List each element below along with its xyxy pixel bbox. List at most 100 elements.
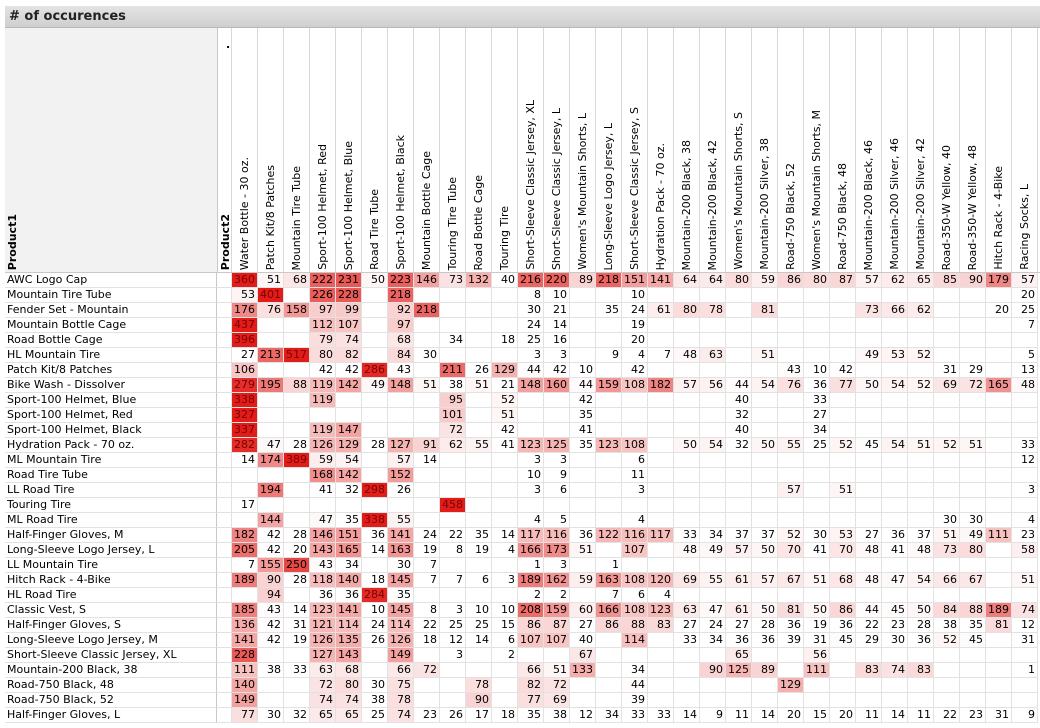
value-cell: [804, 498, 830, 513]
value-cell: [934, 333, 960, 348]
value-cell: 50: [752, 543, 778, 558]
value-cell: [700, 558, 726, 573]
value-cell: [362, 468, 388, 483]
value-cell: 35: [336, 513, 362, 528]
value-cell: 166: [518, 543, 544, 558]
value-cell: [778, 648, 804, 663]
value-cell: [492, 588, 518, 603]
row-label: Half-Finger Gloves, M: [5, 528, 217, 543]
value-cell: 79: [310, 333, 336, 348]
value-cell: 30: [388, 558, 414, 573]
value-cell: 3: [544, 558, 570, 573]
value-cell: 517: [284, 348, 310, 363]
value-cell: 35: [596, 303, 622, 318]
row-label: Mountain Tire Tube: [5, 288, 217, 303]
value-cell: 51: [752, 348, 778, 363]
value-cell: 141: [232, 633, 258, 648]
value-cell: [778, 693, 804, 708]
value-cell: 135: [336, 633, 362, 648]
value-cell: [778, 333, 804, 348]
value-cell: 23: [882, 618, 908, 633]
value-cell: 87: [544, 618, 570, 633]
value-cell: [804, 588, 830, 603]
value-cell: 149: [388, 648, 414, 663]
value-cell: 38: [544, 708, 570, 723]
value-cell: 62: [882, 273, 908, 288]
value-cell: [284, 423, 310, 438]
value-cell: 25: [440, 618, 466, 633]
value-cell: [1012, 393, 1038, 408]
value-cell: 179: [986, 273, 1012, 288]
value-cell: [986, 633, 1012, 648]
value-cell: [778, 558, 804, 573]
value-cell: [856, 333, 882, 348]
value-cell: 48: [1012, 378, 1038, 393]
value-cell: [284, 513, 310, 528]
value-cell: 107: [336, 318, 362, 333]
value-cell: [674, 513, 700, 528]
value-cell: 28: [908, 618, 934, 633]
value-cell: 22: [934, 708, 960, 723]
value-cell: [570, 588, 596, 603]
value-cell: [1012, 333, 1038, 348]
value-cell: 42: [830, 363, 856, 378]
value-cell: 63: [700, 348, 726, 363]
column-separator: [309, 28, 310, 272]
value-cell: [492, 468, 518, 483]
value-cell: 158: [284, 303, 310, 318]
value-cell: [492, 453, 518, 468]
value-cell: 17: [232, 498, 258, 513]
value-cell: [882, 468, 908, 483]
value-cell: [518, 393, 544, 408]
value-cell: 33: [804, 393, 830, 408]
value-cell: 18: [492, 333, 518, 348]
value-cell: 20: [986, 303, 1012, 318]
value-cell: [856, 483, 882, 498]
empty-cell: [217, 588, 232, 603]
value-cell: 163: [596, 573, 622, 588]
value-cell: 27: [674, 618, 700, 633]
value-cell: 4: [1012, 513, 1038, 528]
value-cell: 42: [258, 633, 284, 648]
value-cell: [648, 468, 674, 483]
value-cell: 61: [726, 573, 752, 588]
value-cell: 45: [830, 633, 856, 648]
value-cell: [934, 648, 960, 663]
value-cell: 40: [726, 393, 752, 408]
value-cell: [882, 318, 908, 333]
value-cell: [336, 408, 362, 423]
value-cell: 117: [648, 528, 674, 543]
value-cell: 7: [648, 348, 674, 363]
value-cell: [986, 693, 1012, 708]
value-cell: [726, 588, 752, 603]
value-cell: [414, 318, 440, 333]
value-cell: 54: [882, 378, 908, 393]
row-label: Sport-100 Helmet, Red: [5, 408, 217, 423]
value-cell: 84: [388, 348, 414, 363]
value-cell: 74: [336, 333, 362, 348]
value-cell: 43: [778, 363, 804, 378]
value-cell: 282: [232, 438, 258, 453]
column-header: Touring Tire Tube: [446, 176, 459, 270]
value-cell: 38: [440, 378, 466, 393]
value-cell: [882, 558, 908, 573]
value-cell: [648, 693, 674, 708]
value-cell: 126: [310, 633, 336, 648]
value-cell: 22: [414, 618, 440, 633]
row-label: ML Mountain Tire: [5, 453, 217, 468]
value-cell: 90: [960, 273, 986, 288]
value-cell: [362, 288, 388, 303]
value-cell: 30: [960, 513, 986, 528]
row-label: Long-Sleeve Logo Jersey, L: [5, 543, 217, 558]
value-cell: [596, 693, 622, 708]
value-cell: 7: [414, 558, 440, 573]
value-cell: 185: [232, 603, 258, 618]
column-separator: [257, 28, 258, 272]
row-label: Road-750 Black, 48: [5, 678, 217, 693]
value-cell: [466, 663, 492, 678]
value-cell: 165: [986, 378, 1012, 393]
value-cell: 23: [1012, 528, 1038, 543]
value-cell: [570, 453, 596, 468]
value-cell: 73: [934, 543, 960, 558]
value-cell: [284, 318, 310, 333]
